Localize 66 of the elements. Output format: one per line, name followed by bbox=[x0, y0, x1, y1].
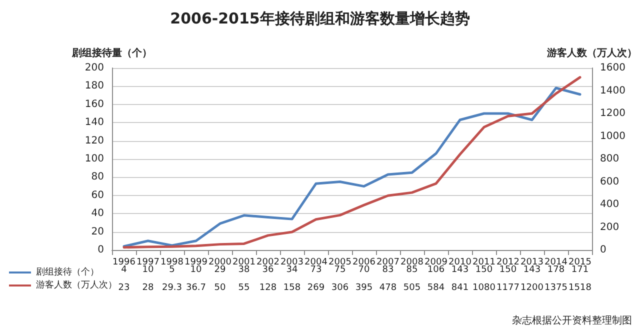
data-label: 23 bbox=[118, 283, 130, 293]
data-label: 1518 bbox=[568, 283, 592, 293]
data-label: 106 bbox=[427, 265, 445, 275]
y-tick-label: 80 bbox=[91, 172, 104, 183]
data-label: 128 bbox=[259, 283, 277, 293]
y-tick-label: 0 bbox=[98, 244, 104, 256]
data-label: 143 bbox=[451, 265, 469, 275]
y-tick-label: 160 bbox=[84, 98, 104, 110]
data-label: 85 bbox=[406, 265, 418, 275]
y2-tick-label: 200 bbox=[600, 222, 620, 233]
data-label: 269 bbox=[307, 283, 325, 293]
data-label: 34 bbox=[286, 265, 298, 275]
data-label: 73 bbox=[310, 265, 322, 275]
data-label: 70 bbox=[358, 265, 370, 275]
y-tick-label: 100 bbox=[84, 154, 104, 164]
data-label: 4 bbox=[121, 265, 128, 275]
data-label: 841 bbox=[451, 283, 469, 293]
data-label: 1177 bbox=[496, 283, 520, 293]
y2-tick-label: 800 bbox=[600, 154, 620, 164]
data-label: 505 bbox=[403, 283, 421, 293]
y-tick-label: 140 bbox=[84, 117, 104, 128]
text: 杂志根据公开资料整理制图 bbox=[512, 314, 632, 326]
data-label: 36 bbox=[262, 265, 274, 275]
data-label: 395 bbox=[355, 283, 373, 293]
data-label: 29 bbox=[214, 265, 226, 275]
y2-tick-label: 1000 bbox=[600, 130, 626, 142]
data-label: 150 bbox=[475, 265, 493, 275]
y2-tick-label: 1600 bbox=[600, 62, 626, 74]
data-label: 1375 bbox=[544, 283, 568, 293]
y-tick-label: 40 bbox=[91, 208, 104, 220]
data-label: 10 bbox=[142, 265, 154, 275]
data-label: 158 bbox=[283, 283, 301, 293]
y2-tick-label: 600 bbox=[600, 176, 620, 188]
data-label: 38 bbox=[238, 265, 250, 275]
data-label: 1200 bbox=[520, 283, 544, 293]
y2-axis-title: 游客人数（万人次） bbox=[546, 47, 637, 59]
data-label: 50 bbox=[214, 283, 226, 293]
y-tick-label: 60 bbox=[91, 190, 104, 201]
y2-tick-label: 1200 bbox=[600, 108, 626, 119]
data-label: 28 bbox=[142, 283, 154, 293]
data-label: 171 bbox=[571, 265, 589, 275]
data-label: 75 bbox=[334, 265, 346, 275]
y2-tick-label: 400 bbox=[600, 199, 620, 210]
y2-tick-label: 0 bbox=[600, 244, 606, 256]
data-label: 150 bbox=[499, 265, 517, 275]
data-label: 10 bbox=[190, 265, 202, 275]
data-label: 584 bbox=[427, 283, 445, 293]
chart-title: 2006-2015年接待剧组和游客数量增长趋势 bbox=[170, 10, 470, 28]
y-tick-label: 20 bbox=[91, 226, 104, 238]
data-label: 5 bbox=[169, 265, 175, 275]
legend-label: 游客人数（万人次） bbox=[36, 280, 117, 290]
data-label: 178 bbox=[547, 265, 565, 275]
y2-tick-label: 1400 bbox=[600, 85, 626, 96]
data-label: 306 bbox=[331, 283, 349, 293]
data-label: 478 bbox=[379, 283, 397, 293]
y-axis-title: 剧组接待量（个） bbox=[71, 47, 152, 59]
data-label: 55 bbox=[238, 283, 250, 293]
data-label: 36.7 bbox=[186, 283, 206, 293]
data-label: 29.3 bbox=[162, 283, 182, 293]
legend-label: 剧组接待（个） bbox=[36, 266, 99, 278]
y-tick-label: 180 bbox=[84, 80, 104, 92]
y-tick-label: 120 bbox=[84, 135, 104, 146]
data-label: 1080 bbox=[472, 283, 496, 293]
data-label: 143 bbox=[523, 265, 541, 275]
data-label: 83 bbox=[382, 265, 394, 275]
y-tick-label: 200 bbox=[84, 62, 104, 74]
